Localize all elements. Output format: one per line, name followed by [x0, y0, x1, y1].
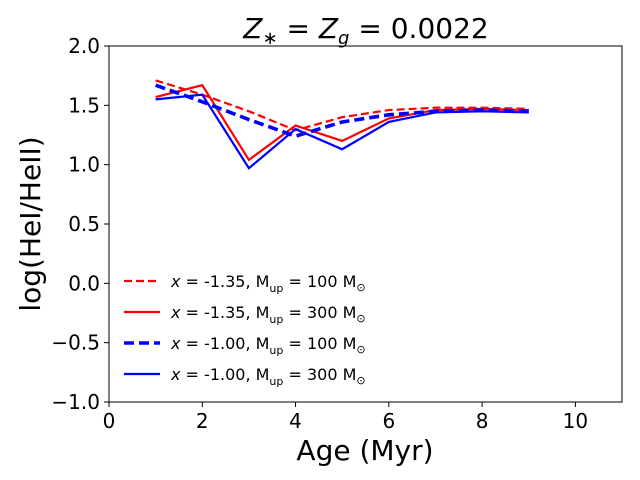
- axes-frame: [108, 45, 623, 403]
- legend: x = -1.35, Mup = 100 M⊙x = -1.35, Mup = …: [124, 272, 366, 388]
- legend-sun-symbol: ⊙: [356, 374, 365, 387]
- y-axis-label: log(HeI/HeII): [14, 136, 47, 311]
- legend-var: x: [170, 365, 181, 384]
- chart-title: Z∗ = Zg = 0.0022: [242, 12, 488, 49]
- legend-text-part: = 300 M: [283, 303, 356, 322]
- legend-var: x: [170, 303, 181, 322]
- y-tick-label: 0.5: [68, 212, 100, 236]
- y-tick-label: 0.0: [68, 271, 100, 295]
- axis-ticks: 0 2 4 6 8 10 −1.0 −0.5 0.0 0.5 1.0 1.5 2.0: [51, 34, 588, 433]
- legend-text-part: = -1.35, M: [180, 272, 269, 291]
- x-tick-label: 2: [196, 409, 209, 433]
- y-tick-label: −0.5: [51, 331, 100, 355]
- legend-label-4: x = -1.00, Mup = 300 M⊙: [170, 365, 366, 388]
- legend-text-part: = -1.35, M: [180, 303, 269, 322]
- legend-sun-symbol: ⊙: [356, 343, 365, 356]
- legend-label-3: x = -1.00, Mup = 100 M⊙: [170, 334, 366, 357]
- title-eq2: = 0.0022: [349, 12, 488, 45]
- x-tick-label: 4: [289, 409, 302, 433]
- y-tick-label: 1.0: [68, 153, 100, 177]
- legend-subscript: up: [269, 375, 283, 388]
- y-tick-label: −1.0: [51, 390, 100, 414]
- y-tick-label: 1.5: [68, 93, 100, 117]
- x-tick-label: 10: [563, 409, 588, 433]
- legend-label-1: x = -1.35, Mup = 100 M⊙: [170, 272, 366, 295]
- legend-text-part: = -1.00, M: [180, 334, 269, 353]
- legend-subscript: up: [269, 344, 283, 357]
- legend-sun-symbol: ⊙: [356, 312, 365, 325]
- legend-label-2: x = -1.35, Mup = 300 M⊙: [170, 303, 366, 326]
- x-tick-label: 0: [103, 409, 116, 433]
- legend-subscript: up: [269, 313, 283, 326]
- legend-text-part: = 100 M: [283, 334, 356, 353]
- legend-text-part: = 300 M: [283, 365, 356, 384]
- title-eq1: =: [278, 12, 319, 45]
- legend-subscript: up: [269, 282, 283, 295]
- x-tick-label: 8: [476, 409, 489, 433]
- title-lhs-symbol: Z: [242, 12, 263, 45]
- series-line-3: [155, 83, 529, 139]
- title-lhs-sub: ∗: [262, 28, 277, 49]
- series-line-1: [155, 79, 529, 132]
- title-mid-sub: g: [338, 28, 349, 49]
- legend-sun-symbol: ⊙: [356, 281, 365, 294]
- legend-var: x: [170, 272, 181, 291]
- legend-var: x: [170, 334, 181, 353]
- legend-text-part: = 100 M: [283, 272, 356, 291]
- x-tick-label: 6: [382, 409, 395, 433]
- series-line-4: [155, 93, 529, 170]
- x-axis-label: Age (Myr): [296, 434, 433, 467]
- legend-text-part: = -1.00, M: [180, 365, 269, 384]
- title-mid-symbol: Z: [318, 12, 339, 45]
- series-layer: [155, 79, 529, 170]
- y-tick-label: 2.0: [68, 34, 100, 58]
